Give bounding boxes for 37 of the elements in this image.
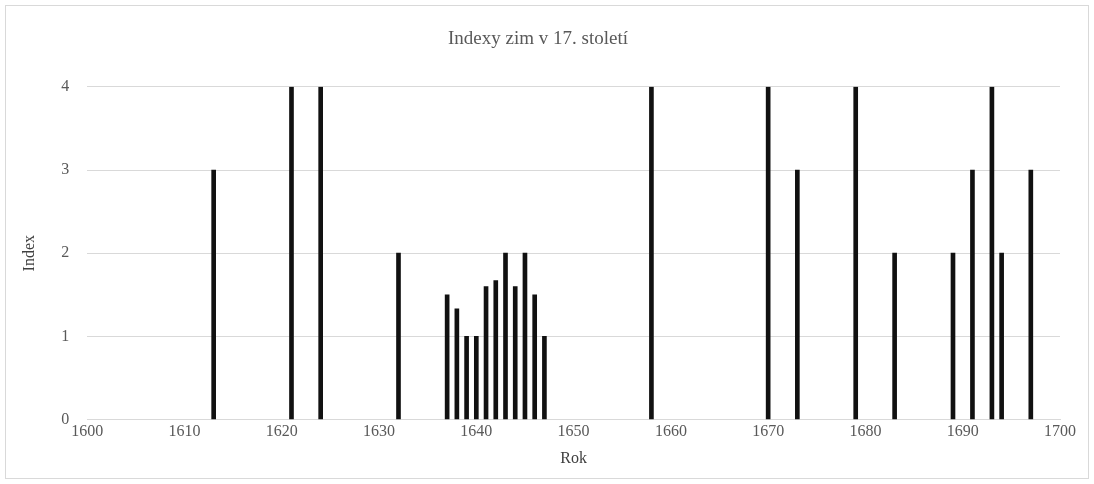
- bar: [464, 336, 469, 420]
- x-tick-label: 1610: [168, 422, 201, 440]
- bar: [1028, 169, 1034, 420]
- x-tick-label: 1660: [654, 422, 687, 440]
- bar: [999, 252, 1004, 420]
- bar: [473, 336, 479, 420]
- x-tick-label: 1680: [849, 422, 882, 440]
- bar: [970, 169, 975, 420]
- y-tick-label: 4: [61, 77, 70, 94]
- bar: [396, 252, 401, 420]
- bar: [211, 169, 216, 420]
- y-axis-title: Index: [19, 234, 37, 272]
- x-tick-label: 1630: [363, 422, 396, 440]
- bar: [532, 294, 538, 420]
- bar: [512, 286, 518, 420]
- x-tick-label: 1640: [460, 422, 493, 440]
- bar: [503, 252, 508, 420]
- y-tick-label: 0: [61, 409, 70, 427]
- bar: [649, 86, 654, 420]
- x-axis-title: Rok: [560, 448, 587, 466]
- bar: [493, 280, 499, 420]
- y-tick-label: 1: [61, 326, 70, 344]
- y-tick-label: 3: [61, 160, 70, 178]
- bar: [853, 86, 859, 420]
- chart-title: Indexy zim v 17. století: [448, 27, 629, 49]
- x-tick-label: 1620: [265, 422, 298, 440]
- x-tick-label: 1650: [557, 422, 590, 440]
- y-tick-label: 2: [61, 243, 70, 261]
- x-tick-label: 1700: [1044, 422, 1076, 440]
- bar: [892, 252, 897, 420]
- x-tick-label: 1600: [71, 422, 104, 440]
- bar: [542, 336, 547, 420]
- bar: [318, 86, 323, 420]
- bar: [795, 169, 800, 420]
- x-tick-label: 1690: [946, 422, 979, 440]
- bar: [289, 86, 294, 420]
- x-tick-label: 1670: [752, 422, 785, 440]
